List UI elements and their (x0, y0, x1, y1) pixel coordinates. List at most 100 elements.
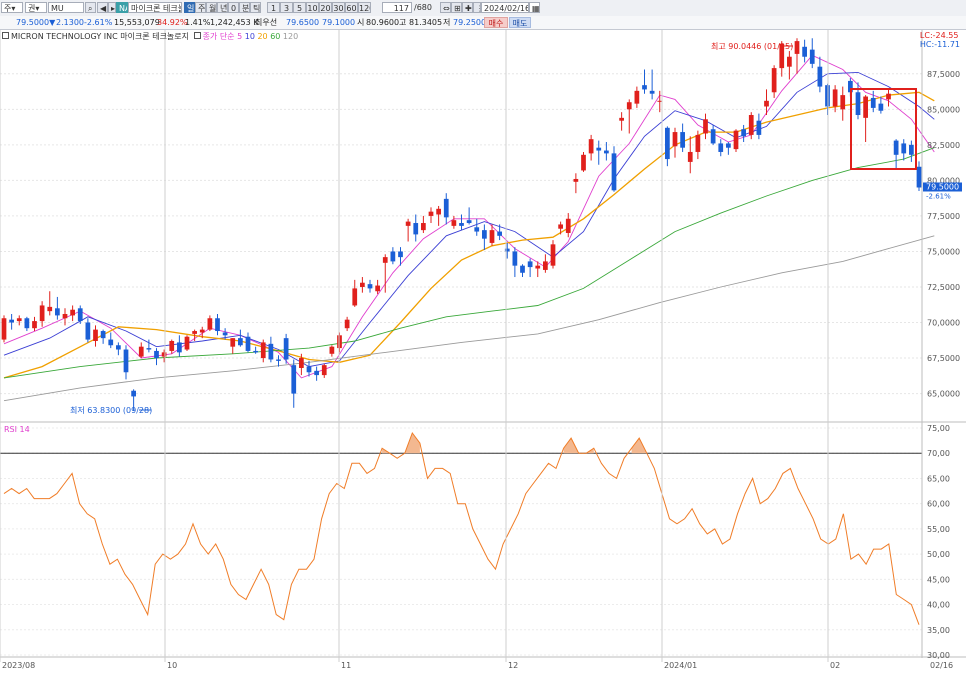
candle-body (466, 220, 472, 224)
candle-body (680, 132, 685, 148)
next-arrow-icon[interactable]: ▸ (108, 2, 116, 13)
candle-body (642, 85, 647, 90)
candle-body (367, 284, 373, 289)
calendar-icon[interactable]: ▦ (529, 2, 540, 13)
ma-60-line (3, 147, 935, 379)
high-annotation: 최고 90.0446 (01/25) (711, 41, 793, 51)
candle-body (665, 127, 670, 160)
buy-button[interactable]: 매수 (484, 17, 508, 28)
price-tick-label: 72,5000 (927, 283, 960, 292)
interval-tab-120[interactable]: 120 (358, 2, 371, 13)
candle-body (672, 132, 678, 147)
period-tab-2[interactable]: 월 (206, 2, 217, 13)
candle-body (512, 251, 518, 266)
ma-period-60: 60 (267, 32, 281, 41)
candle-body (748, 115, 754, 135)
interval-tab-1[interactable]: 1 (267, 2, 280, 13)
stock-chart[interactable]: 87,5000 85,0000 82,5000 80,0000 77,5000 75,00… (0, 30, 966, 675)
candle-body (550, 244, 556, 266)
market-select[interactable]: 주▾ (1, 2, 23, 13)
x-tick-label: 2023/08 (2, 661, 35, 670)
interval-tab-20[interactable]: 20 (319, 2, 332, 13)
candle-body (909, 144, 914, 155)
candle-body (718, 143, 724, 152)
rsi-overbought-fill (563, 438, 594, 454)
x-tick-label: 2024/01 (664, 661, 697, 670)
period-tab-3[interactable]: 년 (217, 2, 228, 13)
legend-box-icon (193, 32, 201, 39)
candle-body (215, 318, 220, 332)
rsi-line (3, 431, 920, 625)
quote-bar: 79.5000▼ 2.1300 -2.61% 15,553,079 34.92%… (0, 16, 966, 30)
trade-amount: 1,242,453 K (210, 18, 259, 27)
candle-body (253, 350, 258, 353)
candle-body (184, 336, 190, 350)
candle-body (901, 143, 907, 154)
candle-body (687, 151, 693, 162)
period-tab-0[interactable]: 일 (184, 2, 195, 13)
candle-body (77, 308, 83, 322)
volume-ratio: 34.92% (157, 18, 188, 27)
candle-body (47, 306, 53, 312)
low-price: 79.2500 (453, 18, 487, 27)
market-badge: NA (116, 2, 128, 13)
prev-arrow-icon[interactable]: ◀ (97, 2, 108, 13)
ticker-input[interactable]: MU (48, 2, 84, 13)
candle-body (558, 224, 563, 229)
zoom-icon[interactable]: ⊞ (451, 2, 462, 13)
price-tick-label: 67,5000 (927, 354, 960, 363)
candle-body (870, 97, 876, 108)
interval-tab-10[interactable]: 10 (306, 2, 319, 13)
price-tag-pct: -2.61% (926, 192, 951, 200)
sell-button[interactable]: 매도 (509, 17, 531, 28)
interval-tab-5[interactable]: 5 (293, 2, 306, 13)
candle-body (375, 285, 380, 292)
candle-body (199, 329, 205, 333)
rsi-overbought-fill (631, 438, 647, 454)
security-type-label: 권 (28, 4, 36, 13)
settings-icon[interactable]: ⋮ (473, 2, 481, 13)
bar-count-value: 117 (393, 4, 409, 13)
candle-body (123, 349, 129, 373)
candle-body (24, 318, 30, 329)
chevron-down-icon: ▾ (35, 4, 40, 13)
ask-label: 최우선 (255, 18, 278, 27)
candle-body (405, 221, 411, 226)
best-ask: 79.6500 (286, 18, 320, 27)
candle-body (451, 220, 457, 226)
price-tick-label: 87,5000 (927, 70, 960, 79)
date-value: 2024/02/16 (484, 4, 529, 13)
candle-body (382, 257, 388, 263)
interval-tab-60[interactable]: 60 (345, 2, 358, 13)
candle-body (9, 319, 14, 323)
interval-tab-3[interactable]: 3 (280, 2, 293, 13)
candle-body (794, 41, 800, 54)
candle-body (596, 147, 602, 151)
bar-count-input[interactable]: 117 (382, 2, 412, 13)
interval-tab-30[interactable]: 30 (332, 2, 345, 13)
candle-body (817, 66, 823, 87)
candle-body (177, 342, 182, 353)
candle-body (268, 343, 274, 360)
period-tab-1[interactable]: 주 (195, 2, 206, 13)
candle-body (619, 117, 624, 121)
price-change: 2.1300 (56, 18, 84, 27)
candle-body (855, 92, 861, 116)
candle-body (726, 143, 731, 148)
cursor-icon[interactable]: ✚ (462, 2, 473, 13)
period-tab-5[interactable]: 분 (239, 2, 250, 13)
candle-body (276, 359, 281, 361)
candle-body (360, 282, 365, 287)
search-icon[interactable]: ⌕ (85, 2, 96, 13)
candle-body (634, 90, 640, 104)
period-tab-6[interactable]: 틱 (250, 2, 261, 13)
candle-body (459, 223, 464, 226)
security-type-select[interactable]: 권▾ (25, 2, 47, 13)
candle-body (161, 352, 167, 357)
hc-value: HC:-11.71 (919, 40, 960, 49)
date-input[interactable]: 2024/02/16 (481, 2, 529, 13)
scroll-left-icon[interactable]: ⇔ (440, 2, 451, 13)
candle-body (543, 261, 548, 270)
candle-body (62, 313, 68, 319)
period-tab-4[interactable]: 0 (228, 2, 239, 13)
